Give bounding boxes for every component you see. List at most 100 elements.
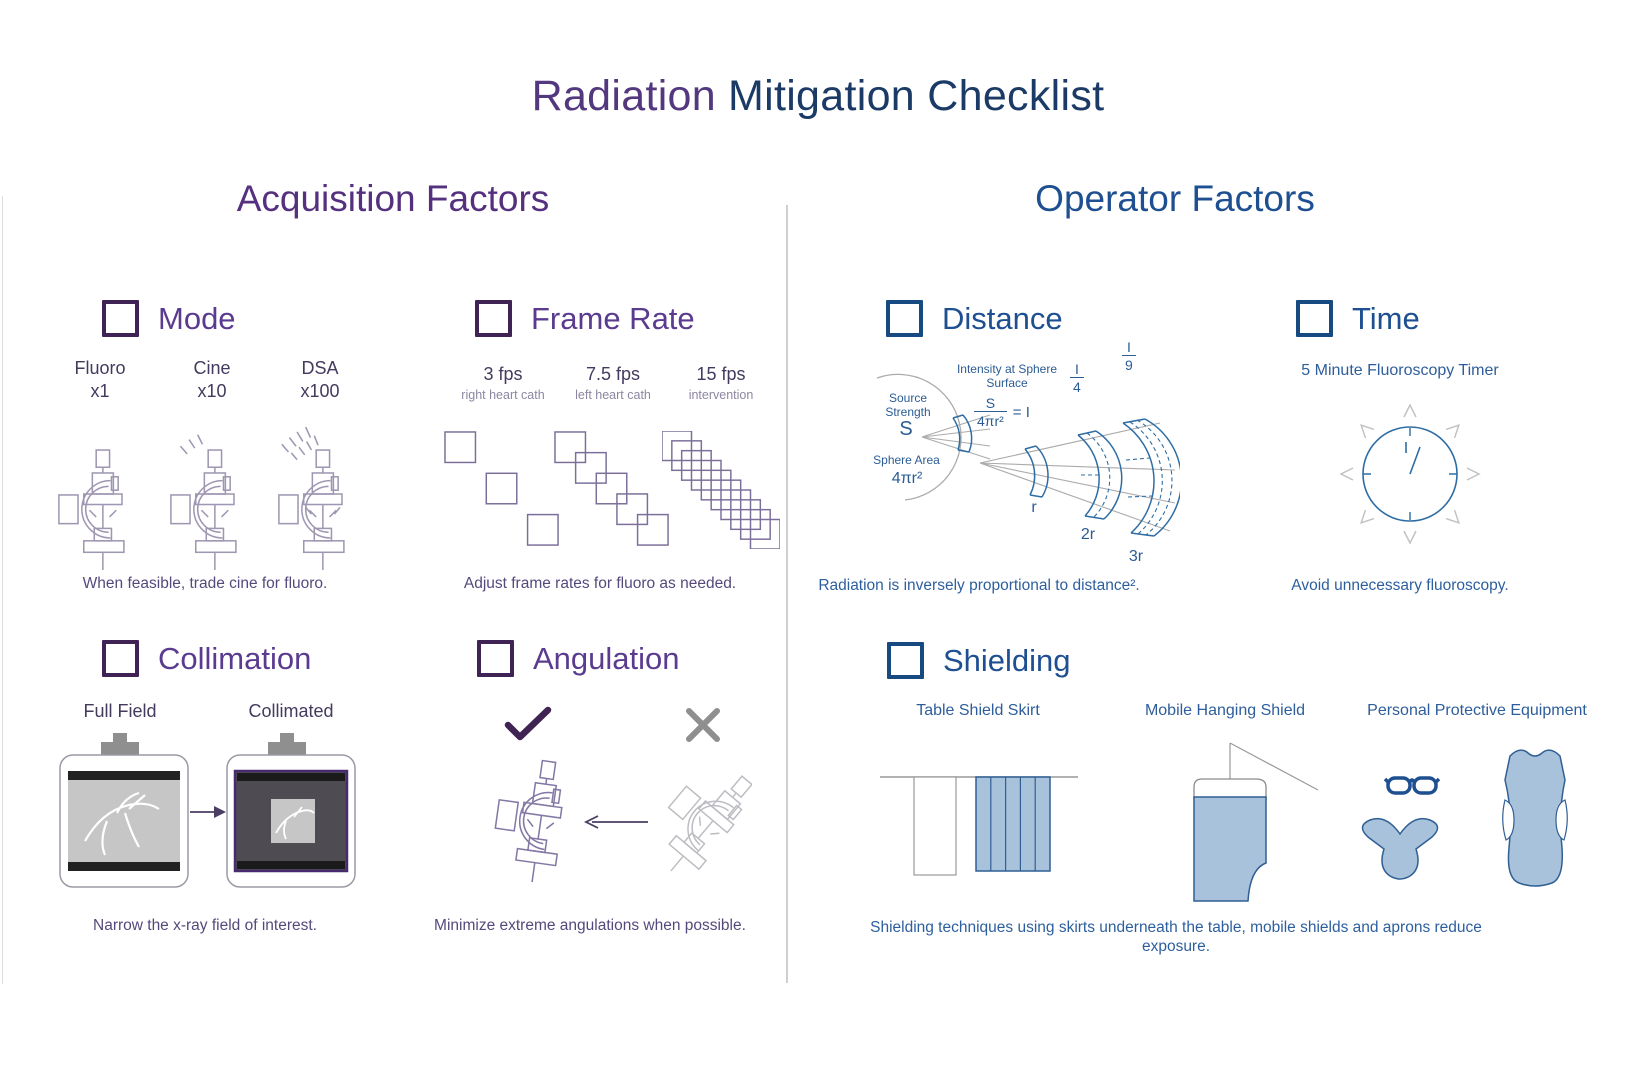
sphere-area-label: Sphere Area <box>873 453 940 467</box>
frame-rate-item-3fps: 3 fps right heart cath <box>450 363 556 402</box>
intensity-quarter-fraction: I 4 <box>1070 362 1084 394</box>
c-arm-cine-icon <box>170 434 237 570</box>
acquisition-heading: Acquisition Factors <box>236 178 550 219</box>
frame-rate-value: 3 fps <box>483 364 523 384</box>
shielding-caption: Shielding techniques using skirts undern… <box>870 919 1482 956</box>
table-shield-skirt-icon <box>880 776 1078 876</box>
x-icon <box>686 708 720 742</box>
formula-denominator: 4πr² <box>974 411 1007 428</box>
intensity-ninth-fraction: I 9 <box>1122 340 1136 372</box>
lead-apron-icon <box>1502 749 1568 887</box>
ppe-label: Personal Protective Equipment <box>1367 702 1587 719</box>
formula-equals: = I <box>1012 403 1030 421</box>
intensity-label: Intensity at Sphere Surface <box>956 362 1058 391</box>
radius-2r-label: 2r <box>1080 526 1096 543</box>
mode-item-mult: x100 <box>300 380 340 401</box>
collimated-label: Collimated <box>248 701 334 721</box>
mode-item-name: Cine <box>193 358 231 378</box>
sphere-area-formula: 4πr² <box>891 470 923 487</box>
mode-item-name: Fluoro <box>74 358 126 378</box>
angulation-checkbox[interactable] <box>477 640 514 677</box>
mode-header: Mode <box>102 300 236 337</box>
frame-rate-value: 7.5 fps <box>585 364 641 384</box>
collimation-header: Collimation <box>102 640 311 677</box>
fraction-numerator: I <box>1126 339 1131 355</box>
c-arm-good-angle-icon <box>487 756 571 882</box>
c-arm-extreme-angle-icon <box>648 760 752 882</box>
distance-header: Distance <box>886 300 1063 337</box>
intensity-formula: S 4πr² = I <box>974 396 1030 428</box>
mobile-hanging-shield-icon <box>1193 742 1319 902</box>
full-field-monitor-icon <box>59 733 189 888</box>
time-label: Time <box>1352 300 1420 336</box>
frame-rate-item-7fps: 7.5 fps left heart cath <box>560 363 666 402</box>
table-shield-skirt-label: Table Shield Skirt <box>916 702 1040 719</box>
time-checkbox[interactable] <box>1296 300 1333 337</box>
arrow-left-icon <box>583 815 648 829</box>
angulation-header: Angulation <box>477 640 680 677</box>
page-title: Radiation Mitigation Checklist <box>0 72 1636 121</box>
angulation-label: Angulation <box>533 640 680 676</box>
fraction-denominator: 9 <box>1122 355 1136 372</box>
mode-item-mult: x10 <box>197 380 227 401</box>
fraction-denominator: 4 <box>1070 377 1084 394</box>
source-strength-label: Source Strength <box>885 391 931 420</box>
page-title-rest: Mitigation Checklist <box>727 72 1105 120</box>
distance-label: Distance <box>942 300 1063 336</box>
mode-item-cine: Cine x10 <box>166 357 258 402</box>
timer-label: 5 Minute Fluoroscopy Timer <box>1301 362 1499 379</box>
angulation-caption: Minimize extreme angulations when possib… <box>434 917 746 934</box>
mode-item-name: DSA <box>301 358 339 378</box>
frame-rate-caption: Adjust frame rates for fluoro as needed. <box>463 575 737 592</box>
time-caption: Avoid unnecessary fluoroscopy. <box>1291 577 1509 594</box>
collimation-label: Collimation <box>158 640 312 676</box>
source-symbol: S <box>899 418 913 440</box>
mode-caption: When feasible, trade cine for fluoro. <box>82 575 328 592</box>
distance-caption: Radiation is inversely proportional to d… <box>818 577 1140 594</box>
arrow-right-icon <box>190 806 226 818</box>
frame-rate-use: right heart cath <box>461 387 545 402</box>
mode-item-dsa: DSA x100 <box>274 357 366 402</box>
operator-heading: Operator Factors <box>1035 178 1315 219</box>
fraction-numerator: I <box>1074 361 1079 377</box>
frames-15fps-icon <box>662 431 780 549</box>
page-title-highlight: Radiation <box>531 72 716 120</box>
thyroid-collar-icon <box>1361 817 1439 880</box>
shielding-header: Shielding <box>887 642 1071 679</box>
fluoroscopy-timer-clock-icon <box>1339 403 1481 545</box>
c-arm-fluoro-icon <box>58 449 125 570</box>
frames-7fps-icon <box>554 431 669 546</box>
inverse-square-law-diagram <box>876 373 1180 537</box>
mode-checkbox[interactable] <box>102 300 139 337</box>
frames-3fps-icon <box>444 431 559 546</box>
left-edge-line <box>2 196 3 984</box>
ppe-icon-group <box>1361 749 1568 887</box>
mobile-hanging-shield-label: Mobile Hanging Shield <box>1144 702 1306 719</box>
collimation-caption: Narrow the x-ray field of interest. <box>93 917 317 934</box>
mode-item-fluoro: Fluoro x1 <box>54 357 146 402</box>
radius-3r-label: 3r <box>1128 548 1144 565</box>
c-arm-dsa-icon <box>278 426 345 570</box>
lead-glasses-icon <box>1383 776 1441 795</box>
frame-rate-label: Frame Rate <box>531 300 695 336</box>
radius-r-label: r <box>1031 499 1037 516</box>
frame-rate-checkbox[interactable] <box>475 300 512 337</box>
frame-rate-item-15fps: 15 fps intervention <box>668 363 774 402</box>
time-header: Time <box>1296 300 1420 337</box>
formula-fraction: S 4πr² <box>974 396 1007 428</box>
formula-numerator: S <box>985 395 996 411</box>
frame-rate-value: 15 fps <box>696 364 746 384</box>
mode-label: Mode <box>158 300 236 336</box>
mode-item-mult: x1 <box>90 380 110 401</box>
frame-rate-header: Frame Rate <box>475 300 695 337</box>
distance-checkbox[interactable] <box>886 300 923 337</box>
frame-rate-use: left heart cath <box>575 387 651 402</box>
full-field-label: Full Field <box>83 701 157 721</box>
checkmark-icon <box>504 706 552 741</box>
collimated-monitor-icon <box>226 733 356 888</box>
collimation-checkbox[interactable] <box>102 640 139 677</box>
shielding-checkbox[interactable] <box>887 642 924 679</box>
shielding-label: Shielding <box>943 642 1071 678</box>
column-divider <box>786 205 788 983</box>
